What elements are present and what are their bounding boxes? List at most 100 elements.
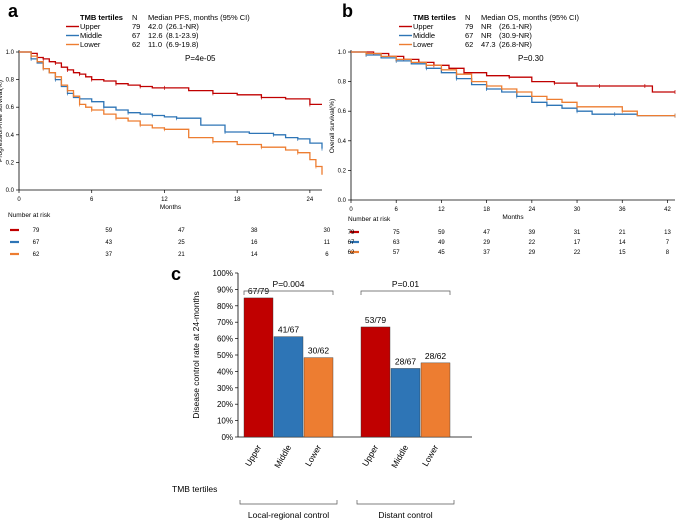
group-bracket bbox=[239, 500, 338, 505]
legend-header-n: N bbox=[465, 13, 470, 22]
legend-ci: (30.9-NR) bbox=[499, 31, 532, 40]
x-axis-label: Months bbox=[160, 204, 182, 211]
y-tick-label: 100% bbox=[213, 269, 233, 278]
legend-header-median: Median PFS, months (95% CI) bbox=[148, 13, 250, 22]
legend-median: 11.0 bbox=[148, 40, 162, 49]
x-tick-label: 24 bbox=[307, 197, 314, 203]
risk-count: 15 bbox=[619, 250, 626, 256]
x-tick-label: 0 bbox=[17, 197, 21, 203]
legend-name: Middle bbox=[413, 31, 435, 40]
bar-data-label: 53/79 bbox=[365, 315, 387, 325]
category-label: Lower bbox=[420, 443, 440, 468]
bar-data-label: 28/62 bbox=[425, 351, 447, 361]
bar-data-label: 41/67 bbox=[278, 325, 300, 335]
group-pvalue: P=0.004 bbox=[273, 279, 305, 289]
panel-a-label: a bbox=[8, 1, 19, 21]
legend-n: 62 bbox=[132, 40, 140, 49]
category-label: Upper bbox=[243, 443, 263, 468]
group-label: Local-regional control bbox=[248, 510, 329, 520]
y-axis-label: Disease control rate at 24-months bbox=[191, 291, 201, 419]
risk-count: 49 bbox=[438, 240, 445, 246]
y-axis-label: Progression-free survival(%) bbox=[0, 80, 4, 162]
bar-chart-dcr: 0% 10% 20% 30% 40% 50% 60% 70% 80% 90% 100% Disease… bbox=[172, 269, 472, 520]
legend-ci: (26.8-NR) bbox=[499, 40, 532, 49]
legend-name: Upper bbox=[413, 22, 434, 31]
km-curve-middle bbox=[351, 51, 675, 117]
panel-b-label: b bbox=[342, 1, 353, 21]
group-bracket bbox=[356, 500, 455, 505]
risk-count: 7 bbox=[666, 240, 670, 246]
y-tick-label: 90% bbox=[217, 285, 233, 294]
km-curve-lower bbox=[19, 51, 323, 175]
legend-name: Middle bbox=[80, 31, 102, 40]
risk-count: 30 bbox=[324, 228, 331, 234]
risk-table-b: Number at risk 79 75 59 47 39 31 21 13 67 63 49 29 22… bbox=[348, 216, 672, 256]
y-tick-label: 0% bbox=[221, 433, 233, 442]
bar-middle bbox=[273, 336, 304, 438]
risk-count: 67 bbox=[348, 240, 355, 246]
legend-a: TMB tertiles N Median PFS, months (95% CI)… bbox=[66, 13, 250, 49]
x-tick-label: 12 bbox=[438, 207, 445, 213]
risk-count: 75 bbox=[393, 230, 400, 236]
risk-count: 25 bbox=[178, 240, 185, 246]
x-axis-label: Months bbox=[502, 214, 524, 221]
category-label: Middle bbox=[389, 443, 410, 470]
pvalue-a: P=4e-05 bbox=[185, 54, 216, 63]
category-label: Middle bbox=[272, 443, 293, 470]
risk-count: 62 bbox=[348, 250, 355, 256]
panel-a: a TMB tertiles N Median PFS, months (95% C… bbox=[0, 1, 331, 258]
x-tick-label: 6 bbox=[90, 197, 94, 203]
km-plot-os: 0.0 0.2 0.4 0.6 0.8 1.0 0 6 12 18 24 30 36 42 Months Ov… bbox=[329, 50, 676, 221]
risk-count: 21 bbox=[178, 252, 185, 258]
km-curve-upper bbox=[351, 51, 675, 93]
bar-upper bbox=[243, 297, 274, 438]
category-label: Lower bbox=[303, 443, 323, 468]
pvalue-b: P=0.30 bbox=[518, 54, 544, 63]
risk-count: 13 bbox=[664, 230, 671, 236]
significance-bracket bbox=[243, 290, 334, 295]
y-tick-label: 0.2 bbox=[338, 168, 347, 174]
y-tick-label: 1.0 bbox=[338, 50, 347, 56]
x-tick-label: 42 bbox=[664, 207, 671, 213]
risk-count: 22 bbox=[574, 250, 581, 256]
y-tick-label: 30% bbox=[217, 384, 233, 393]
bar-middle bbox=[390, 368, 421, 438]
y-tick-label: 0.2 bbox=[6, 160, 15, 166]
km-curve-upper bbox=[19, 51, 322, 106]
risk-table-title: Number at risk bbox=[348, 216, 391, 223]
risk-count: 63 bbox=[393, 240, 400, 246]
legend-header-median: Median OS, months (95% CI) bbox=[481, 13, 579, 22]
significance-bracket bbox=[360, 290, 451, 295]
risk-count: 14 bbox=[251, 252, 258, 258]
x-tick-label: 18 bbox=[483, 207, 490, 213]
legend-ci: (26.1-NR) bbox=[166, 22, 199, 31]
legend-median: 12.6 bbox=[148, 31, 163, 40]
risk-count: 17 bbox=[574, 240, 581, 246]
risk-count: 47 bbox=[178, 228, 185, 234]
legend-median: NR bbox=[481, 22, 492, 31]
km-plot-pfs: 0.0 0.2 0.4 0.6 0.8 1.0 0 6 12 18 24 Months Progress… bbox=[0, 50, 323, 211]
legend-median: NR bbox=[481, 31, 492, 40]
legend-header-group: TMB tertiles bbox=[413, 13, 456, 22]
legend-n: 62 bbox=[465, 40, 473, 49]
x-tick-label: 36 bbox=[619, 207, 626, 213]
risk-count: 8 bbox=[666, 250, 670, 256]
legend-n: 79 bbox=[132, 22, 140, 31]
risk-count: 31 bbox=[574, 230, 581, 236]
x-tick-label: 18 bbox=[234, 197, 241, 203]
legend-n: 67 bbox=[132, 31, 140, 40]
risk-count: 67 bbox=[33, 240, 40, 246]
x-tick-label: 12 bbox=[161, 197, 168, 203]
x-tick-label: 24 bbox=[528, 207, 535, 213]
legend-name: Lower bbox=[413, 40, 434, 49]
risk-count: 59 bbox=[105, 228, 112, 234]
risk-count: 21 bbox=[619, 230, 626, 236]
risk-count: 59 bbox=[438, 230, 445, 236]
risk-count: 79 bbox=[348, 230, 355, 236]
risk-count: 14 bbox=[619, 240, 626, 246]
y-tick-label: 80% bbox=[217, 302, 233, 311]
bar-lower bbox=[420, 362, 451, 438]
legend-n: 67 bbox=[465, 31, 473, 40]
risk-count: 6 bbox=[325, 252, 329, 258]
y-axis-label: Overall survival(%) bbox=[329, 99, 336, 154]
